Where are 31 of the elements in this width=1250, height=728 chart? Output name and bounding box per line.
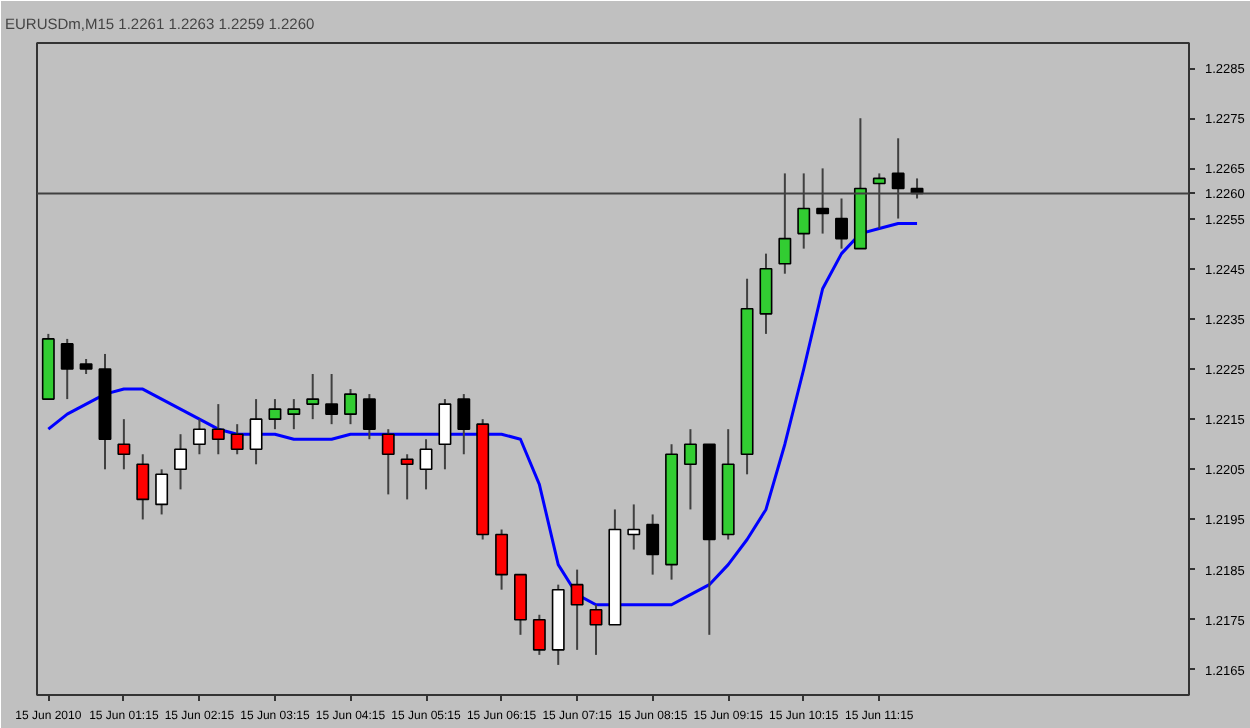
candlestick — [230, 423, 244, 456]
candlestick — [627, 503, 641, 551]
candlestick — [306, 373, 320, 421]
candlestick — [249, 398, 263, 466]
candlestick — [759, 252, 773, 335]
candlestick — [136, 453, 150, 521]
candlestick — [155, 468, 169, 516]
candlestick — [211, 403, 225, 456]
candlestick — [589, 603, 603, 656]
candlestick — [174, 433, 187, 491]
candlestick — [287, 398, 301, 431]
candlestick — [268, 398, 282, 431]
candlestick — [325, 373, 339, 426]
candlestick — [532, 613, 546, 656]
candlestick — [362, 393, 376, 441]
candlestick — [457, 393, 471, 456]
candlestick — [646, 513, 660, 576]
candlestick — [344, 388, 357, 426]
candlestick — [835, 197, 848, 250]
candlestick — [438, 398, 452, 471]
line-series — [46, 222, 919, 607]
candlestick — [192, 418, 206, 456]
candlestick — [117, 418, 131, 471]
candlestick — [419, 438, 433, 491]
candlestick — [514, 573, 527, 636]
candlestick — [60, 337, 74, 401]
candlestick — [570, 568, 584, 651]
candlestick — [495, 528, 509, 591]
candlestick — [683, 428, 697, 511]
candlestick — [381, 428, 395, 496]
candlestick — [400, 453, 414, 501]
